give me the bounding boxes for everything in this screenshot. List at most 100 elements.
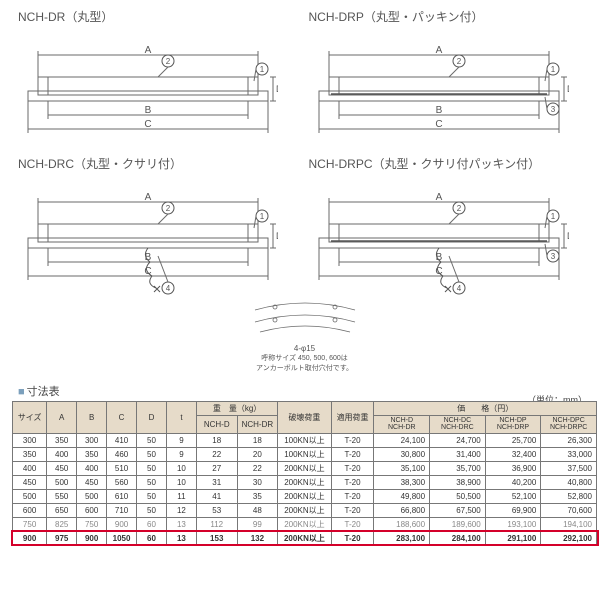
svg-text:B: B (145, 105, 152, 116)
svg-text:D: D (567, 231, 569, 241)
table-row: 45050045056050103130200KN以上T-2038,30038,… (13, 475, 597, 489)
cell: 30 (237, 475, 278, 489)
arc-text-2: 呼称サイズ 450, 500, 600は (0, 353, 609, 363)
cell: 300 (77, 433, 107, 447)
cell: 50 (137, 475, 167, 489)
cell: T-20 (331, 475, 374, 489)
cell: 410 (107, 433, 137, 447)
table-row: 3504003504605092220100KN以上T-2030,80031,4… (13, 447, 597, 461)
cell: 650 (47, 503, 77, 517)
cell: 710 (107, 503, 137, 517)
cell: 284,100 (430, 531, 486, 545)
cell: T-20 (331, 433, 374, 447)
svg-text:A: A (435, 45, 442, 56)
cell: 9 (166, 447, 196, 461)
cell: 50,500 (430, 489, 486, 503)
cell: 35,100 (374, 461, 430, 475)
svg-text:1: 1 (550, 212, 555, 221)
diagram-0: NCH-DR（丸型）DABC12 (18, 8, 301, 151)
cell: 12 (166, 503, 196, 517)
cell: 26,300 (541, 433, 597, 447)
cell: 11 (166, 489, 196, 503)
th-break: 破壊荷重 (278, 402, 331, 434)
svg-text:A: A (145, 45, 152, 56)
cell: 900 (13, 531, 47, 545)
table-row: 3003503004105091818100KN以上T-2024,10024,7… (13, 433, 597, 447)
cell: 975 (47, 531, 77, 545)
cell: 60 (137, 531, 167, 545)
cell: 750 (77, 517, 107, 531)
th-wsub: NCH-D (196, 416, 237, 434)
th-C: C (107, 402, 137, 434)
cell: 60 (137, 517, 167, 531)
spec-table: サイズABCDt重 量（kg） 破壊荷重 適用荷重 価 格（円）NCH-DNCH… (12, 401, 597, 546)
cell: T-20 (331, 531, 374, 545)
cell: 52,100 (485, 489, 541, 503)
cell: 35,700 (430, 461, 486, 475)
cell: 100KN以上 (278, 447, 331, 461)
cell: 20 (237, 447, 278, 461)
cell: 200KN以上 (278, 517, 331, 531)
cell: 50 (137, 489, 167, 503)
cell: 22 (237, 461, 278, 475)
svg-text:A: A (145, 192, 152, 203)
diagram-1: NCH-DRP（丸型・パッキン付）DABC123 (309, 8, 592, 151)
th-psub: NCH-DNCH-DR (374, 416, 430, 434)
diagram-title-0: NCH-DR（丸型） (18, 8, 301, 25)
cell: 193,100 (485, 517, 541, 531)
cell: 13 (166, 517, 196, 531)
cell: 200KN以上 (278, 461, 331, 475)
diagram-title-3: NCH-DRPC（丸型・クサリ付パッキン付） (309, 155, 592, 172)
cell: 32,400 (485, 447, 541, 461)
cell: 200KN以上 (278, 531, 331, 545)
cell: 18 (196, 433, 237, 447)
cell: 18 (237, 433, 278, 447)
svg-text:C: C (435, 119, 442, 130)
cell: 100KN以上 (278, 433, 331, 447)
th-psub: NCH-DCNCH-DRC (430, 416, 486, 434)
cell: 200KN以上 (278, 475, 331, 489)
cell: 37,500 (541, 461, 597, 475)
th-B: B (77, 402, 107, 434)
cell: 10 (166, 461, 196, 475)
table-row: 90097590010506013153132200KN以上T-20283,10… (13, 531, 597, 545)
cell: 560 (107, 475, 137, 489)
diagram-title-2: NCH-DRC（丸型・クサリ付） (18, 155, 301, 172)
svg-text:2: 2 (456, 57, 461, 66)
cell: 41 (196, 489, 237, 503)
cell: 450 (47, 461, 77, 475)
cell: 36,900 (485, 461, 541, 475)
cell: T-20 (331, 447, 374, 461)
th-wsub: NCH-DR (237, 416, 278, 434)
cell: 291,100 (485, 531, 541, 545)
cell: 69,900 (485, 503, 541, 517)
th-t: t (166, 402, 196, 434)
cell: 50 (137, 503, 167, 517)
cell: 33,000 (541, 447, 597, 461)
cell: 600 (77, 503, 107, 517)
svg-text:3: 3 (550, 252, 555, 261)
cell: 50 (137, 433, 167, 447)
diagram-2: NCH-DRC（丸型・クサリ付）DABC124 (18, 155, 301, 298)
cell: 550 (47, 489, 77, 503)
cell: 30,800 (374, 447, 430, 461)
cell: 194,100 (541, 517, 597, 531)
cell: 38,900 (430, 475, 486, 489)
section-title: 寸法表 (18, 383, 609, 399)
cell: 400 (77, 461, 107, 475)
cell: 610 (107, 489, 137, 503)
cell: 500 (77, 489, 107, 503)
cell: 350 (13, 447, 47, 461)
cell: T-20 (331, 461, 374, 475)
table-row: 50055050061050114135200KN以上T-2049,80050,… (13, 489, 597, 503)
cell: 300 (13, 433, 47, 447)
cell: 450 (77, 475, 107, 489)
cell: 10 (166, 475, 196, 489)
th-A: A (47, 402, 77, 434)
cell: 750 (13, 517, 47, 531)
th-load: 適用荷重 (331, 402, 374, 434)
svg-text:D: D (276, 231, 278, 241)
svg-text:2: 2 (166, 57, 171, 66)
cell: 450 (13, 475, 47, 489)
cell: 112 (196, 517, 237, 531)
